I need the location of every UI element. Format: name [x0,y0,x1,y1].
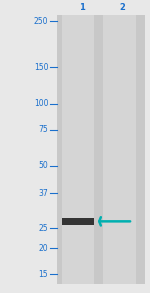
Text: 25: 25 [39,224,48,233]
Text: 37: 37 [39,189,48,197]
Bar [57,14,145,284]
Text: 1: 1 [80,3,85,12]
Text: 75: 75 [39,125,48,134]
Text: 15: 15 [39,270,48,279]
Text: 20: 20 [39,244,48,253]
Bar [103,14,136,284]
Text: 250: 250 [34,17,48,26]
Text: 2: 2 [120,3,126,12]
Bar [62,14,94,284]
Text: 150: 150 [34,63,48,72]
Text: 50: 50 [39,161,48,171]
Bar [62,218,94,224]
Text: 100: 100 [34,99,48,108]
